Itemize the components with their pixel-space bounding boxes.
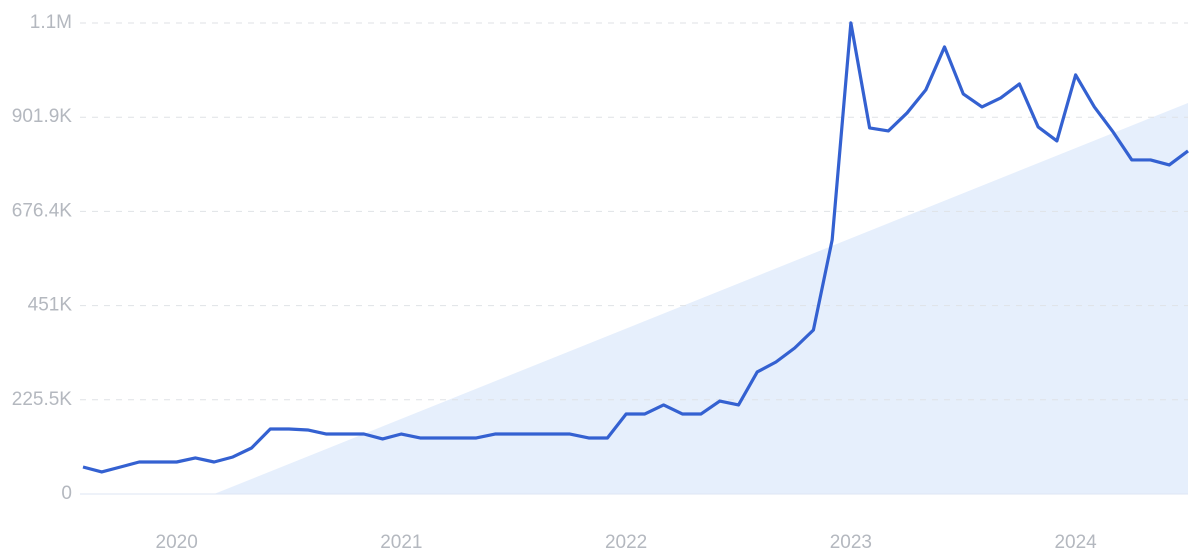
trend-area [214,102,1189,494]
y-tick-label: 225.5K [12,389,73,410]
line [82,21,1189,474]
x-tick-label: 2024 [1054,532,1097,553]
y-tick-label: 901.9K [12,106,73,127]
x-tick-label: 2022 [605,532,647,553]
y-tick-label: 676.4K [12,200,73,221]
x-tick-label: 2023 [830,532,872,553]
x-tick-label: 2021 [380,532,422,553]
x-tick-label: 2020 [156,532,198,553]
y-tick-label: 451K [28,295,73,316]
y-tick-label: 1.1M [30,12,72,33]
y-tick-label: 0 [61,483,72,504]
